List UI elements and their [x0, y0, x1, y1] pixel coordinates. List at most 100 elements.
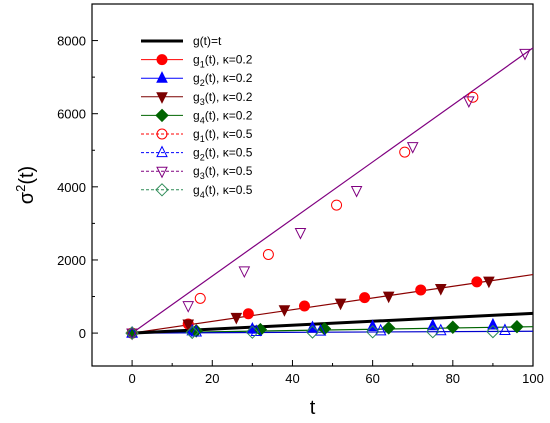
y-axis-title: σ2(t) [13, 166, 38, 204]
x-tick-label: 20 [205, 371, 219, 386]
data-point [399, 146, 411, 158]
data-point [314, 323, 327, 336]
data-point [434, 283, 447, 296]
legend-label-text: (t), κ=0.2 [205, 53, 253, 67]
x-tick-label: 80 [446, 371, 460, 386]
legend-marker [156, 54, 168, 66]
y-tick-label: 4000 [57, 180, 86, 195]
y-axis-title-sup: 2 [13, 185, 28, 192]
legend-label-text: g [193, 108, 200, 122]
data-point [471, 276, 483, 288]
data-point [334, 298, 347, 311]
trend-line [131, 47, 534, 334]
data-point [331, 199, 343, 211]
legend-marker [156, 71, 168, 83]
legend-label-text: (t), κ=0.5 [205, 127, 253, 141]
legend-label-text: g [193, 183, 200, 197]
data-point [446, 320, 460, 334]
data-point [434, 323, 447, 336]
series-markers [125, 48, 531, 341]
data-point [415, 284, 427, 296]
y-axis-title-base: σ [16, 191, 38, 204]
y-tick-label: 0 [79, 326, 86, 341]
legend-marker [156, 145, 168, 158]
legend-label-subscript: 1 [200, 134, 205, 144]
legend-label-text: g(t)=t [193, 34, 222, 48]
legend-marker [156, 92, 168, 104]
data-point [182, 301, 195, 313]
y-axis-title-rest: (t) [16, 166, 38, 185]
legend-label: g2(t), κ=0.2 [193, 71, 253, 88]
legend-label-text: g [193, 164, 200, 178]
trend-line [132, 273, 534, 334]
legend-label-text: g [193, 146, 200, 160]
legend-label-subscript: 2 [200, 153, 205, 163]
data-point [190, 324, 203, 337]
legend-label-text: (t), κ=0.5 [205, 183, 253, 197]
y-tick-label: 2000 [57, 253, 86, 268]
data-point [510, 319, 524, 334]
data-point [298, 300, 310, 312]
data-point [382, 291, 395, 304]
x-tick-label: 0 [128, 371, 135, 386]
legend-marker [156, 166, 168, 179]
legend: g(t)=tg1(t), κ=0.2g2(t), κ=0.2g3(t), κ=0… [141, 34, 253, 200]
legend-label-text: (t), κ=0.5 [205, 146, 253, 160]
data-point [499, 323, 511, 336]
legend-label: g2(t), κ=0.5 [193, 146, 253, 163]
data-point [365, 325, 380, 339]
legend-label-subscript: 2 [200, 78, 205, 88]
legend-label: g4(t), κ=0.2 [193, 108, 253, 125]
data-point [185, 325, 199, 340]
data-point [519, 48, 531, 61]
data-point [463, 96, 475, 109]
data-point [182, 319, 195, 332]
legend-label-text: g [193, 53, 200, 67]
y-tick-label: 6000 [57, 107, 86, 122]
data-point [194, 292, 206, 304]
x-tick-label: 40 [285, 371, 299, 386]
legend-label: g3(t), κ=0.5 [193, 164, 253, 181]
legend-label: g1(t), κ=0.2 [193, 53, 253, 70]
x-tick-label: 60 [365, 371, 379, 386]
data-point [242, 308, 254, 320]
legend-label: g4(t), κ=0.5 [193, 183, 253, 200]
axes: 0 20 40 60 80 100 0 2000 4000 6000 8000 [57, 34, 544, 386]
legend-label-text: g [193, 90, 200, 104]
legend-label-subscript: 3 [200, 97, 205, 107]
data-point [278, 305, 291, 317]
data-point [125, 326, 139, 340]
legend-label-text: (t), κ=0.2 [205, 108, 253, 122]
data-point [483, 276, 495, 289]
data-point [381, 321, 396, 335]
data-point [426, 318, 439, 331]
legend-label: g1(t), κ=0.5 [193, 127, 253, 144]
legend-marker [155, 108, 169, 123]
plot-frame [91, 3, 534, 367]
data-point [238, 266, 251, 279]
x-tick-label: 100 [522, 371, 544, 386]
legend-label-subscript: 3 [200, 171, 205, 181]
legend-label-text: (t), κ=0.2 [205, 90, 253, 104]
legend-label-text: g [193, 127, 200, 141]
legend-marker [156, 128, 168, 140]
data-point [126, 328, 138, 341]
data-point [230, 312, 243, 325]
legend-label-subscript: 4 [200, 115, 205, 125]
data-point [374, 323, 387, 336]
data-point [406, 142, 419, 154]
legend-label-text: g [193, 71, 200, 85]
legend-label: g3(t), κ=0.2 [193, 90, 253, 107]
data-point [487, 317, 499, 330]
y-tick-label: 8000 [57, 34, 86, 49]
data-point [262, 248, 274, 260]
data-point [250, 324, 263, 336]
legend-marker [155, 183, 169, 197]
data-point [350, 185, 363, 198]
x-axis-title: t [310, 397, 316, 419]
data-point [486, 324, 500, 339]
legend-label: g(t)=t [193, 34, 222, 48]
data-point [305, 325, 320, 339]
data-point [294, 228, 307, 240]
